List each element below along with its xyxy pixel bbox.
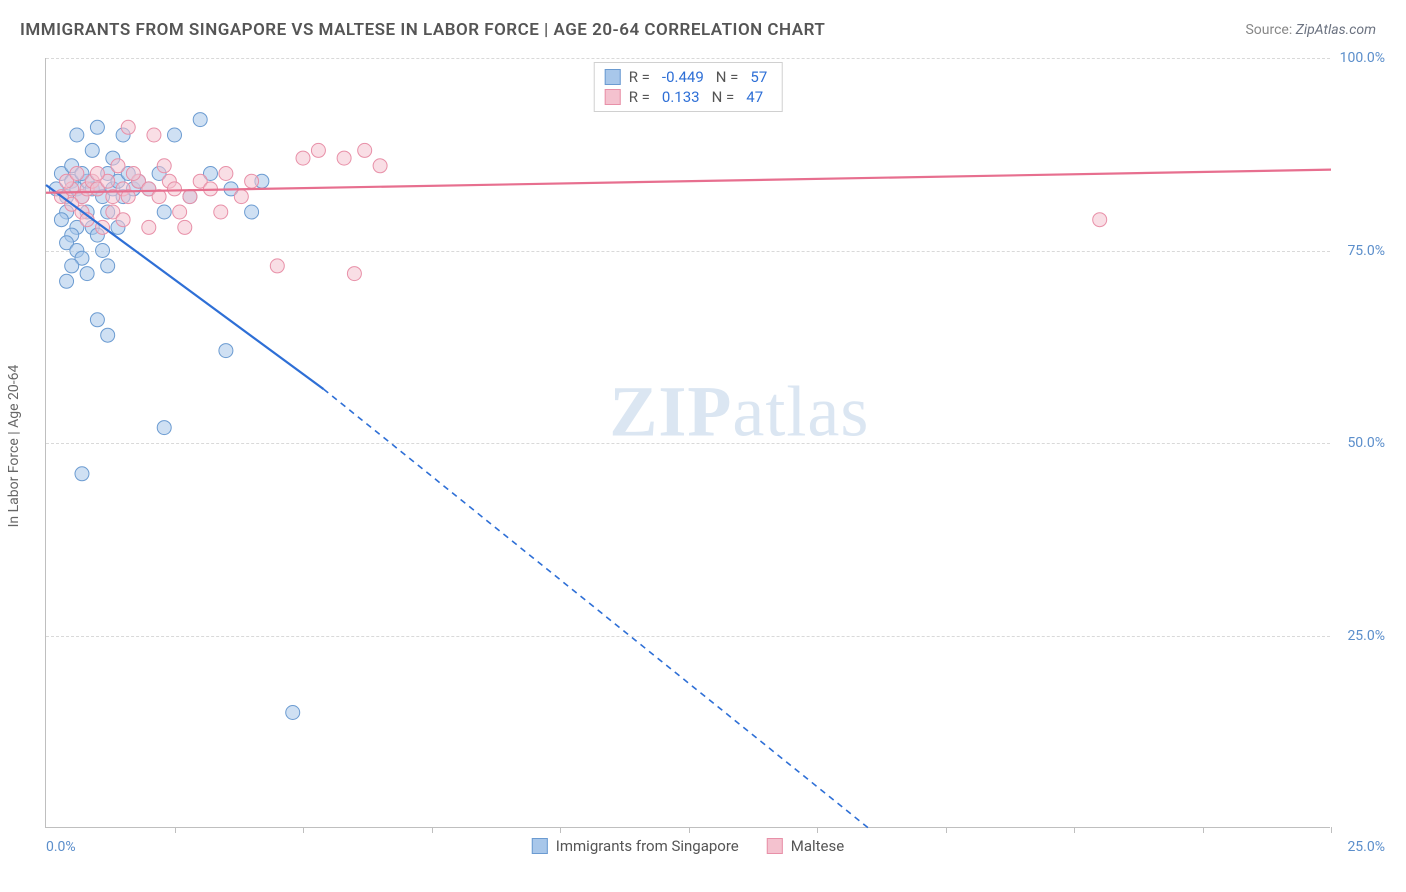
source-attribution: Source: ZipAtlas.com — [1245, 22, 1376, 38]
y-tick-label: 75.0% — [1335, 243, 1385, 259]
data-point — [347, 267, 361, 281]
legend-item-maltese: Maltese — [767, 837, 844, 855]
legend-row-maltese: R = 0.133 N = 47 — [605, 87, 772, 107]
n-label: N = — [712, 88, 735, 106]
x-tick — [689, 827, 690, 833]
data-point — [1093, 213, 1107, 227]
data-point — [373, 159, 387, 173]
series-legend: Immigrants from Singapore Maltese — [532, 837, 844, 855]
x-tick — [1331, 827, 1332, 833]
data-point — [90, 120, 104, 134]
data-point — [85, 143, 99, 157]
data-point — [173, 205, 187, 219]
n-value-singapore: 57 — [746, 68, 771, 86]
r-value-maltese: 0.133 — [658, 88, 704, 106]
data-point — [157, 421, 171, 435]
n-label: N = — [716, 68, 739, 86]
plot-area: ZIPatlas R = -0.449 N = 57 R = 0.133 N =… — [45, 58, 1330, 828]
data-point — [54, 213, 68, 227]
data-point — [75, 467, 89, 481]
data-point — [121, 120, 135, 134]
data-point — [126, 167, 140, 181]
data-point — [142, 220, 156, 234]
y-tick-label: 50.0% — [1335, 435, 1385, 451]
source-label: Source: — [1245, 22, 1292, 38]
data-point — [90, 167, 104, 181]
legend-label-singapore: Immigrants from Singapore — [556, 837, 739, 855]
swatch-maltese — [767, 838, 783, 854]
data-point — [65, 259, 79, 273]
data-point — [168, 182, 182, 196]
data-point — [111, 159, 125, 173]
data-point — [60, 274, 74, 288]
data-point — [116, 213, 130, 227]
n-value-maltese: 47 — [742, 88, 767, 106]
y-axis-label: In Labor Force | Age 20-64 — [6, 365, 22, 528]
x-end-label: 25.0% — [1347, 839, 1385, 855]
data-point — [245, 174, 259, 188]
trend-line — [46, 170, 1331, 193]
x-tick — [560, 827, 561, 833]
data-point — [311, 143, 325, 157]
data-point — [147, 128, 161, 142]
x-tick — [432, 827, 433, 833]
source-value: ZipAtlas.com — [1296, 22, 1376, 38]
x-tick — [817, 827, 818, 833]
trend-line-extrapolated — [324, 389, 869, 828]
data-point — [219, 344, 233, 358]
data-point — [183, 190, 197, 204]
y-tick-label: 100.0% — [1335, 50, 1385, 66]
x-tick — [1203, 827, 1204, 833]
plot-svg — [46, 58, 1330, 827]
chart-title: IMMIGRANTS FROM SINGAPORE VS MALTESE IN … — [20, 20, 825, 40]
data-point — [157, 205, 171, 219]
data-point — [270, 259, 284, 273]
x-tick — [175, 827, 176, 833]
r-label: R = — [629, 88, 650, 106]
data-point — [178, 220, 192, 234]
data-point — [70, 128, 84, 142]
data-point — [101, 328, 115, 342]
data-point — [214, 205, 228, 219]
data-point — [234, 190, 248, 204]
data-point — [193, 113, 207, 127]
x-tick — [946, 827, 947, 833]
r-value-singapore: -0.449 — [658, 68, 708, 86]
data-point — [245, 205, 259, 219]
r-label: R = — [629, 68, 650, 86]
data-point — [80, 267, 94, 281]
data-point — [96, 244, 110, 258]
data-point — [70, 167, 84, 181]
data-point — [219, 167, 233, 181]
data-point — [101, 259, 115, 273]
correlation-legend: R = -0.449 N = 57 R = 0.133 N = 47 — [594, 62, 783, 112]
data-point — [90, 313, 104, 327]
legend-item-singapore: Immigrants from Singapore — [532, 837, 739, 855]
legend-label-maltese: Maltese — [791, 837, 844, 855]
x-origin-label: 0.0% — [46, 839, 76, 855]
x-tick — [303, 827, 304, 833]
data-point — [296, 151, 310, 165]
data-point — [157, 159, 171, 173]
data-point — [286, 706, 300, 720]
data-point — [358, 143, 372, 157]
x-tick — [1074, 827, 1075, 833]
y-tick-label: 25.0% — [1335, 628, 1385, 644]
data-point — [337, 151, 351, 165]
swatch-singapore — [605, 69, 621, 85]
legend-row-singapore: R = -0.449 N = 57 — [605, 67, 772, 87]
data-point — [168, 128, 182, 142]
swatch-maltese — [605, 89, 621, 105]
swatch-singapore — [532, 838, 548, 854]
